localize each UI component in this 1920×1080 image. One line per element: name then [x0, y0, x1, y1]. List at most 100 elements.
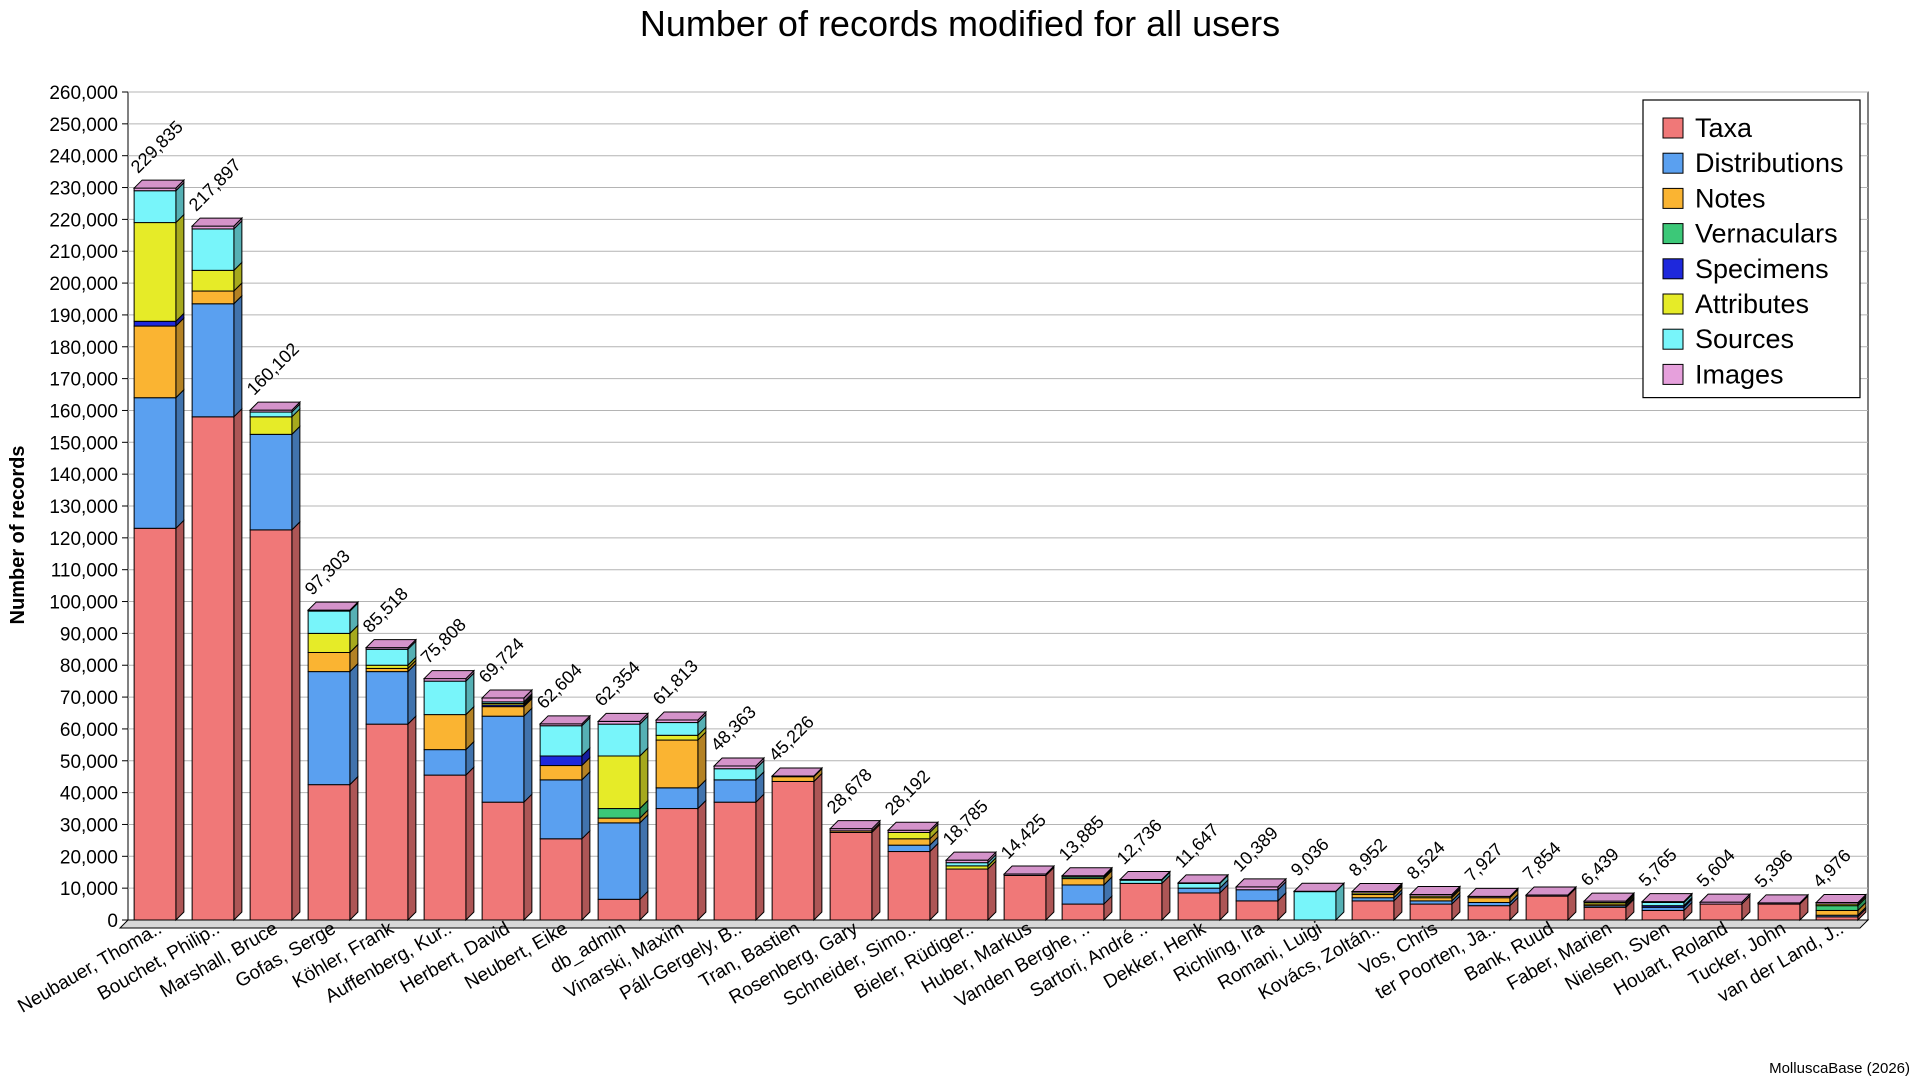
- y-tick-label: 150,000: [49, 433, 118, 454]
- legend-label: Specimens: [1695, 254, 1829, 284]
- legend-item-taxa: Taxa: [1662, 113, 1753, 143]
- y-tick-label: 210,000: [49, 242, 118, 263]
- y-tick-label: 80,000: [60, 656, 118, 677]
- bar-top-cap: [1408, 885, 1462, 895]
- bar-stack-richling-ira: [1234, 877, 1288, 922]
- y-tick-label: 260,000: [49, 83, 118, 104]
- bar-stack-nielsen-sven: [1640, 892, 1694, 922]
- bar-stack-auffenberg-kur: [422, 669, 476, 922]
- bar-segment-notes: [655, 730, 707, 790]
- y-tick-label: 140,000: [49, 465, 118, 486]
- bar-segment-distributions: [1061, 875, 1113, 906]
- y-tick-label: 110,000: [51, 561, 118, 582]
- legend-swatch: [1662, 328, 1684, 350]
- y-tick-label: 90,000: [60, 624, 118, 645]
- bar-top-cap: [248, 401, 302, 411]
- legend-swatch: [1662, 363, 1684, 385]
- bar-top-cap: [1350, 882, 1404, 892]
- legend-swatch: [1662, 187, 1684, 209]
- bar-stack-romani-luigi: [1292, 882, 1346, 922]
- bar-stack-kohler-frank: [364, 638, 418, 922]
- bar-segment-attributes: [597, 746, 649, 810]
- bar-stack-sartori-andre: [1118, 870, 1172, 922]
- bar-top-cap: [1756, 894, 1810, 904]
- bar-segment-sources: [307, 601, 359, 635]
- legend-item-attributes: Attributes: [1662, 289, 1809, 319]
- bar-top-cap: [1698, 893, 1752, 903]
- bar-stack-vinarski-maxim: [654, 710, 708, 922]
- bar-segment-notes: [1467, 888, 1519, 904]
- bar-segment-taxa: [1235, 891, 1287, 922]
- bar-segment-taxa: [887, 842, 939, 922]
- y-tick-label: 30,000: [60, 815, 118, 836]
- y-tick-label: 230,000: [49, 179, 118, 200]
- y-tick-label: 170,000: [49, 370, 118, 391]
- bar-stack-neubauer-thoma: [132, 178, 186, 922]
- bar-segment-notes: [597, 808, 649, 825]
- legend-swatch: [1662, 223, 1684, 245]
- bar-segment-sources: [597, 714, 649, 758]
- y-tick-label: 20,000: [60, 847, 118, 868]
- bar-stack-huber-markus: [1002, 864, 1056, 922]
- bar-top-cap: [1292, 882, 1346, 892]
- legend-item-images: Images: [1662, 359, 1784, 389]
- legend-label: Notes: [1695, 183, 1766, 213]
- bar-segment-taxa: [133, 519, 185, 922]
- bar-stack-ter-poorten-ja: [1466, 887, 1520, 922]
- y-tick-label: 220,000: [49, 210, 118, 231]
- bar-segment-sources: [133, 181, 185, 224]
- bar-stack-kovacs-zoltan: [1350, 882, 1404, 922]
- legend-item-distributions: Distributions: [1662, 148, 1844, 178]
- bar-stack-bieler-rudiger: [944, 850, 998, 922]
- bar-stack-pall-gergely-b: [712, 756, 766, 922]
- bar-top-cap: [712, 757, 766, 767]
- legend-swatch: [1662, 293, 1684, 315]
- bar-segment-taxa: [1583, 898, 1635, 922]
- floor-plane: [118, 919, 1870, 929]
- bar-top-cap: [132, 179, 186, 189]
- y-tick-label: 70,000: [60, 688, 118, 709]
- y-tick-label: 240,000: [49, 147, 118, 168]
- y-tick-label: 60,000: [60, 720, 118, 741]
- legend-label: Attributes: [1695, 289, 1809, 319]
- bar-top-cap: [1176, 874, 1230, 884]
- bar-top-cap: [1582, 892, 1636, 902]
- bar-stack-van-der-land-j: [1814, 893, 1868, 922]
- legend-item-sources: Sources: [1662, 324, 1794, 354]
- bar-top-cap: [1466, 887, 1520, 897]
- bar-top-cap: [306, 601, 360, 611]
- y-tick-label: 120,000: [49, 529, 118, 550]
- bar-segment-notes: [133, 316, 185, 399]
- bar-stack-herbert-david: [480, 688, 534, 922]
- bar-segment-attributes: [887, 823, 939, 840]
- bar-segment-taxa: [249, 520, 301, 922]
- bars: [132, 178, 1868, 922]
- legend-item-vernaculars: Vernaculars: [1662, 219, 1838, 249]
- bar-segment-taxa: [655, 799, 707, 922]
- bar-segment-taxa: [597, 890, 649, 922]
- bar-segment-taxa: [365, 714, 417, 922]
- legend-label: Taxa: [1695, 113, 1753, 143]
- bar-stack-bank-ruud: [1524, 885, 1578, 922]
- y-tick-label: 100,000: [49, 593, 118, 614]
- y-tick-label: 40,000: [60, 784, 118, 805]
- bar-segment-taxa: [1177, 883, 1229, 922]
- bar-top-cap: [1002, 865, 1056, 875]
- legend-label: Images: [1695, 359, 1784, 389]
- bar-stack-marshall-bruce: [248, 400, 302, 922]
- bar-segment-notes: [307, 643, 359, 673]
- y-tick-label: 160,000: [49, 401, 118, 422]
- bar-top-cap: [1118, 870, 1172, 880]
- bar-top-cap: [1060, 867, 1114, 877]
- bar-segment-taxa: [191, 407, 243, 922]
- bar-segment-images: [191, 216, 243, 231]
- bar-top-cap: [364, 639, 418, 649]
- bar-segment-sources: [423, 671, 475, 716]
- bar-segment-taxa: [481, 792, 533, 922]
- bar-segment-sources: [655, 713, 707, 737]
- bar-segment-taxa: [1409, 894, 1461, 922]
- bar-segment-sources: [539, 716, 591, 758]
- bar-top-cap: [1640, 893, 1694, 903]
- legend-swatch: [1662, 117, 1684, 139]
